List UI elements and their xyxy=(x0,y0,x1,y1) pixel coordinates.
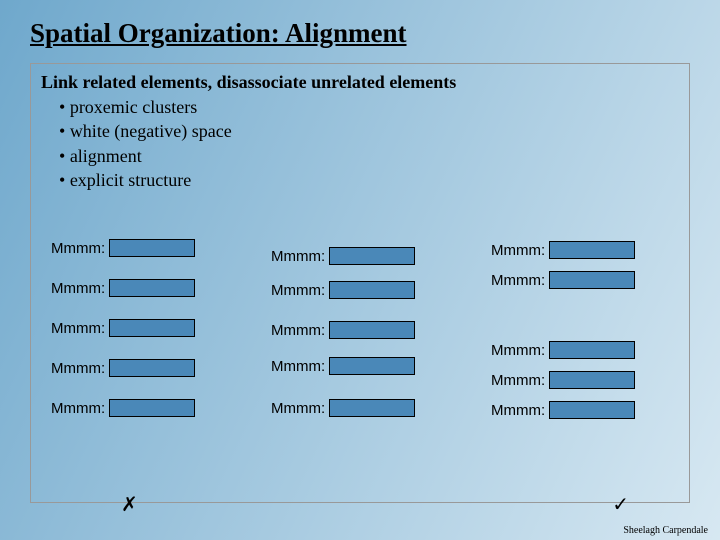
form-row: Mmmm: xyxy=(271,357,415,375)
input-field xyxy=(109,239,195,257)
field-label: Mmmm: xyxy=(271,282,325,299)
form-row: Mmmm: xyxy=(491,341,635,359)
bullet-item: explicit structure xyxy=(59,168,679,192)
input-field xyxy=(109,279,195,297)
form-row: Mmmm: xyxy=(271,399,415,417)
footer-credit: Sheelagh Carpendale xyxy=(623,525,708,536)
slide: Spatial Organization: Alignment Link rel… xyxy=(0,0,720,540)
form-row: Mmmm: xyxy=(51,359,195,377)
form-row: Mmmm: xyxy=(271,321,415,339)
input-field xyxy=(329,247,415,265)
field-label: Mmmm: xyxy=(51,400,105,417)
bullet-item: proxemic clusters xyxy=(59,95,679,119)
input-field xyxy=(329,281,415,299)
input-field xyxy=(549,341,635,359)
bullet-item: alignment xyxy=(59,144,679,168)
input-field xyxy=(109,319,195,337)
field-label: Mmmm: xyxy=(51,280,105,297)
input-field xyxy=(329,399,415,417)
page-title: Spatial Organization: Alignment xyxy=(30,18,690,49)
form-row: Mmmm: xyxy=(51,319,195,337)
form-row: Mmmm: xyxy=(491,241,635,259)
input-field xyxy=(549,271,635,289)
field-label: Mmmm: xyxy=(51,240,105,257)
form-row: Mmmm: xyxy=(491,271,635,289)
subtitle: Link related elements, disassociate unre… xyxy=(41,72,679,93)
input-field xyxy=(109,359,195,377)
bullet-item: white (negative) space xyxy=(59,119,679,143)
cross-icon: ✗ xyxy=(121,492,138,517)
field-label: Mmmm: xyxy=(271,322,325,339)
content-box: Link related elements, disassociate unre… xyxy=(30,63,690,503)
field-label: Mmmm: xyxy=(491,272,545,289)
form-row: Mmmm: xyxy=(51,279,195,297)
form-row: Mmmm: xyxy=(491,401,635,419)
field-label: Mmmm: xyxy=(491,242,545,259)
field-label: Mmmm: xyxy=(271,400,325,417)
field-label: Mmmm: xyxy=(51,320,105,337)
field-label: Mmmm: xyxy=(491,372,545,389)
input-field xyxy=(549,401,635,419)
form-row: Mmmm: xyxy=(271,281,415,299)
form-row: Mmmm: xyxy=(271,247,415,265)
field-label: Mmmm: xyxy=(51,360,105,377)
input-field xyxy=(549,241,635,259)
input-field xyxy=(329,321,415,339)
form-row: Mmmm: xyxy=(51,399,195,417)
input-field xyxy=(549,371,635,389)
example-columns: Mmmm: Mmmm: Mmmm: Mmmm: Mmmm: Mmmm: Mmmm: Mmmm:… xyxy=(31,239,689,459)
field-label: Mmmm: xyxy=(491,342,545,359)
form-row: Mmmm: xyxy=(51,239,195,257)
form-row: Mmmm: xyxy=(491,371,635,389)
field-label: Mmmm: xyxy=(491,402,545,419)
field-label: Mmmm: xyxy=(271,358,325,375)
bullet-list: proxemic clusters white (negative) space… xyxy=(59,95,679,192)
input-field xyxy=(329,357,415,375)
check-icon: ✓ xyxy=(612,492,629,517)
field-label: Mmmm: xyxy=(271,248,325,265)
input-field xyxy=(109,399,195,417)
